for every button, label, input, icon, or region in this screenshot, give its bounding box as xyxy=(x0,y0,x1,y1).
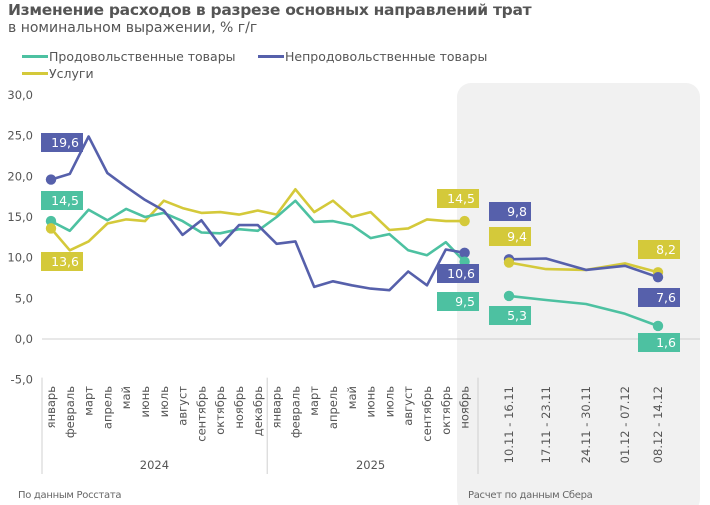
weekly-estimate-panel xyxy=(457,83,700,505)
legend-item-food: Продовольственные товары xyxy=(22,49,236,64)
chart-subtitle: в номинальном выражении, % г/г xyxy=(8,20,258,36)
x-tick-label-month: март xyxy=(82,386,96,416)
data-label-food: 1,6 xyxy=(656,335,676,350)
x-tick-label-month: январь xyxy=(44,386,58,429)
data-label-box-food xyxy=(437,292,479,311)
source-sber: Расчет по данным Сбера xyxy=(468,490,593,501)
x-tick-label-month: август xyxy=(176,386,190,426)
x-tick-label-month: октябрь xyxy=(213,386,227,435)
data-point-food xyxy=(503,290,515,302)
legend-item-services: Услуги xyxy=(22,66,94,81)
data-label-box-nonfood xyxy=(489,202,531,221)
data-label-services: 9,4 xyxy=(507,229,527,244)
data-point-nonfood xyxy=(45,174,57,185)
x-tick-label-month: май xyxy=(119,386,133,409)
x-tick-label-month: апрель xyxy=(326,386,340,429)
data-label-box-nonfood xyxy=(41,133,83,152)
data-label-services: 13,6 xyxy=(51,254,79,269)
x-tick-label-month: ноябрь xyxy=(458,386,472,429)
x-tick-label-month: декабрь xyxy=(251,386,265,436)
x-tick-label-month: февраль xyxy=(288,386,302,438)
x-tick-label-month: ноябрь xyxy=(232,386,246,429)
data-label-nonfood: 10,6 xyxy=(447,266,475,281)
y-tick-label: 15,0 xyxy=(7,210,33,224)
data-point-food xyxy=(45,215,57,227)
data-label-box-services xyxy=(638,240,680,259)
x-tick-label-month: октябрь xyxy=(439,386,453,435)
legend-label-food: Продовольственные товары xyxy=(49,49,236,64)
data-label-services: 8,2 xyxy=(656,242,676,257)
chart-title: Изменение расходов в разрезе основных на… xyxy=(8,1,532,19)
y-tick-label: 5,0 xyxy=(15,291,33,305)
y-tick-label: 0,0 xyxy=(15,332,33,346)
y-tick-label: 30,0 xyxy=(7,88,33,102)
data-point-services xyxy=(45,223,57,234)
year-label: 2025 xyxy=(356,458,385,472)
x-tick-label-month: май xyxy=(345,386,359,409)
series-line-food-weekly xyxy=(508,294,659,328)
x-tick-label-month: июль xyxy=(157,386,171,418)
data-label-box-nonfood xyxy=(437,264,479,283)
data-label-food: 5,3 xyxy=(507,308,527,323)
data-point-food xyxy=(652,320,664,332)
x-tick-label-month: сентябрь xyxy=(420,386,434,442)
y-tick-label: 10,0 xyxy=(7,251,33,265)
data-label-box-food xyxy=(41,191,83,210)
y-tick-label: -5,0 xyxy=(11,373,33,387)
data-label-nonfood: 7,6 xyxy=(656,290,676,305)
legend-swatch-food xyxy=(22,55,48,58)
x-tick-label-week: 01.12 - 07.12 xyxy=(618,386,632,463)
source-rosstat: По данным Росстата xyxy=(18,490,122,501)
data-label-nonfood: 19,6 xyxy=(51,135,79,150)
y-tick-label: 20,0 xyxy=(7,169,33,183)
legend-swatch-services xyxy=(22,72,48,75)
series-line-services-monthly xyxy=(50,188,465,252)
data-point-services xyxy=(459,215,470,227)
data-label-box-services xyxy=(489,227,531,246)
series-line-nonfood-weekly xyxy=(508,257,659,279)
x-tick-label-week: 10.11 - 16.11 xyxy=(502,386,516,463)
series-line-food-monthly xyxy=(50,199,466,263)
data-label-box-services xyxy=(437,189,479,208)
data-label-services: 14,5 xyxy=(447,191,475,206)
x-tick-label-week: 24.11 - 30.11 xyxy=(579,386,593,463)
data-point-services xyxy=(503,257,515,268)
data-label-box-services xyxy=(41,252,83,271)
legend-item-nonfood: Непродовольственные товары xyxy=(258,49,487,64)
data-label-nonfood: 9,8 xyxy=(507,204,527,219)
series-line-nonfood-monthly xyxy=(50,135,465,292)
x-tick-label-month: июнь xyxy=(138,386,152,418)
data-label-food: 9,5 xyxy=(455,294,475,309)
x-tick-label-month: июль xyxy=(382,386,396,418)
x-tick-label-month: январь xyxy=(270,386,284,429)
x-tick-label-month: март xyxy=(307,386,321,416)
year-label: 2024 xyxy=(140,458,169,472)
legend-swatch-nonfood xyxy=(258,55,284,58)
data-label-box-food xyxy=(638,333,680,352)
y-tick-label: 25,0 xyxy=(7,129,33,143)
data-label-box-nonfood xyxy=(638,288,680,307)
legend-label-nonfood: Непродовольственные товары xyxy=(285,49,488,64)
data-label-food: 14,5 xyxy=(51,193,79,208)
data-point-nonfood xyxy=(459,247,470,258)
data-label-box-food xyxy=(489,306,531,325)
x-tick-label-month: август xyxy=(401,386,415,426)
data-point-nonfood xyxy=(652,271,664,283)
x-tick-label-week: 17.11 - 23.11 xyxy=(539,386,553,463)
x-tick-label-month: июнь xyxy=(364,386,378,418)
x-tick-label-month: сентябрь xyxy=(194,386,208,442)
x-tick-label-week: 08.12 - 14.12 xyxy=(651,386,665,463)
x-tick-label-month: февраль xyxy=(63,386,77,438)
legend-label-services: Услуги xyxy=(49,66,94,81)
x-tick-label-month: апрель xyxy=(100,386,114,429)
